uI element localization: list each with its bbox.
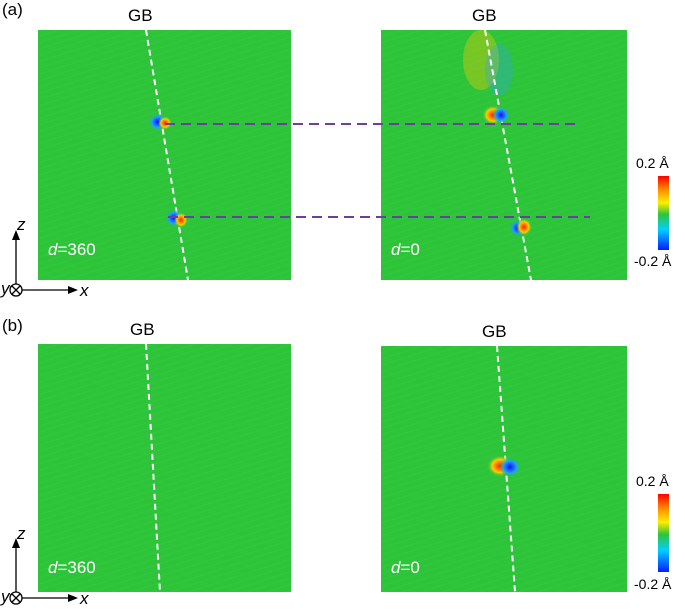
gb-label-b-left: GB (130, 320, 155, 339)
axis-z-label-b: z (17, 524, 26, 543)
axis-y-label-b: y (1, 587, 10, 606)
panel-b-label: (b) (2, 316, 23, 335)
grain-boundary-line (145, 30, 189, 280)
grain-boundary-line (484, 30, 532, 280)
displacement-map-a-left: d=360 (38, 30, 291, 280)
d-label-b-right: d=0 (391, 558, 420, 577)
axes-indicator-a (9, 230, 78, 297)
colorbar-a-min: -0.2 Å (634, 253, 672, 269)
displacement-map-b-right: d=0 (381, 346, 627, 592)
axis-x-label-b: x (80, 589, 89, 608)
colorbar-b-max: 0.2 Å (636, 473, 669, 489)
displacement-map-a-right: d=0 (381, 30, 627, 280)
colorbar-a-max: 0.2 Å (636, 155, 669, 171)
gb-label-a-right: GB (472, 6, 497, 25)
d-label-b-left: d=360 (48, 558, 96, 577)
panel-a-label: (a) (2, 0, 23, 19)
colorbar-a (658, 176, 669, 250)
gb-label-a-left: GB (128, 6, 153, 25)
colorbar-b (658, 494, 669, 572)
gb-label-b-right: GB (482, 322, 507, 341)
axes-indicator-b (9, 538, 78, 605)
axis-y-label-a: y (1, 279, 10, 298)
d-label-a-left: d=360 (48, 240, 96, 259)
axis-z-label-a: z (17, 215, 26, 234)
displacement-map-b-left: d=360 (38, 344, 291, 592)
d-label-a-right: d=0 (391, 240, 420, 259)
axis-x-label-a: x (80, 281, 89, 300)
colorbar-b-min: -0.2 Å (634, 576, 672, 592)
grain-boundary-line (145, 344, 161, 592)
dashed-connector-lines (165, 123, 590, 218)
